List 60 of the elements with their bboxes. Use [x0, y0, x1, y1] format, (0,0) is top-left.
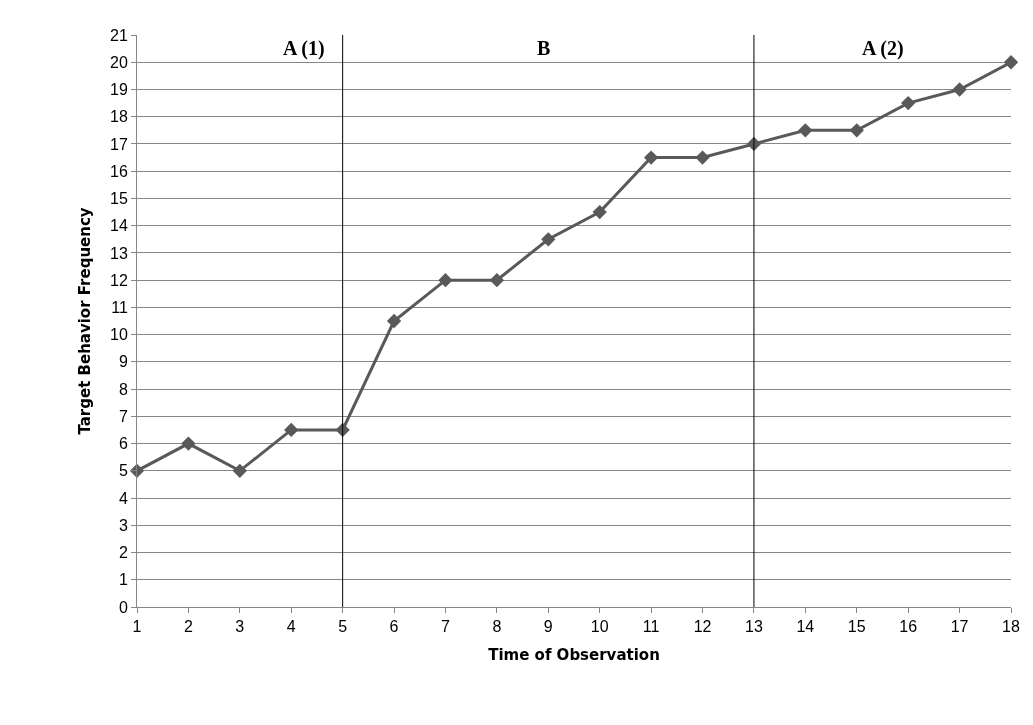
x-tick-label: 9 — [543, 618, 553, 636]
x-tick-label: 12 — [693, 618, 712, 636]
annotation: A (2) — [862, 37, 904, 60]
point — [181, 436, 196, 451]
x-tick-label: 5 — [338, 618, 348, 636]
y-tick-label: 4 — [118, 489, 128, 507]
x-tick-label: 10 — [590, 618, 609, 636]
x-tick-label: 18 — [1002, 618, 1020, 636]
y-tick-label: 12 — [110, 271, 128, 289]
point — [592, 204, 607, 220]
y-tick-label: 13 — [110, 244, 128, 262]
y-axis-title: Target Behavior Frequency — [76, 207, 95, 435]
point — [849, 123, 864, 138]
y-tick-label: 0 — [118, 598, 128, 616]
y-tick-label: 20 — [110, 53, 128, 71]
y-tick-label: 11 — [111, 298, 128, 316]
y-tick-label: 18 — [110, 108, 128, 126]
x-tick-label: 6 — [389, 618, 399, 636]
y-tick-label: 8 — [118, 380, 128, 398]
annotation: A (1) — [283, 37, 325, 60]
x-tick-label: 7 — [441, 618, 451, 636]
y-tick-label: 3 — [118, 516, 128, 534]
x-tick-label: 14 — [796, 618, 815, 636]
point — [695, 150, 710, 165]
y-tick-label: 5 — [118, 462, 128, 480]
point — [284, 422, 299, 438]
annotation: B — [537, 37, 551, 59]
point — [489, 272, 505, 288]
point — [952, 82, 967, 97]
y-tick-label: 1 — [118, 571, 128, 589]
y-tick-label: 10 — [110, 326, 128, 344]
point — [438, 272, 453, 288]
y-tick-label: 2 — [118, 544, 128, 562]
x-tick-label: 17 — [950, 618, 969, 636]
x-tick-label: 13 — [745, 618, 763, 636]
point — [386, 313, 402, 329]
x-tick-label: 3 — [235, 618, 245, 636]
point — [798, 123, 813, 138]
y-tick-label: 7 — [118, 407, 128, 425]
point — [901, 95, 916, 111]
x-tick-label: 8 — [492, 618, 502, 636]
y-tick-label: 16 — [110, 162, 128, 180]
point — [1003, 55, 1019, 70]
x-tick-label: 15 — [847, 618, 866, 636]
x-tick-label: 11 — [642, 618, 660, 636]
y-tick-label: 19 — [110, 81, 128, 99]
x-tick-label: 4 — [286, 618, 296, 636]
point — [643, 150, 659, 165]
y-tick-label: 9 — [118, 353, 128, 371]
y-tick-label: 6 — [118, 435, 128, 453]
y-tick-label: 14 — [110, 217, 128, 235]
x-tick-label: 1 — [132, 618, 142, 636]
point — [232, 463, 247, 478]
y-tick-label: 21 — [110, 26, 128, 44]
x-axis-title: Time of Observation — [488, 646, 660, 665]
x-tick-label: 2 — [183, 618, 193, 636]
x-tick-label: 16 — [899, 618, 918, 636]
point — [541, 232, 556, 247]
y-tick-label: 17 — [110, 135, 128, 153]
y-tick-label: 15 — [110, 190, 128, 208]
